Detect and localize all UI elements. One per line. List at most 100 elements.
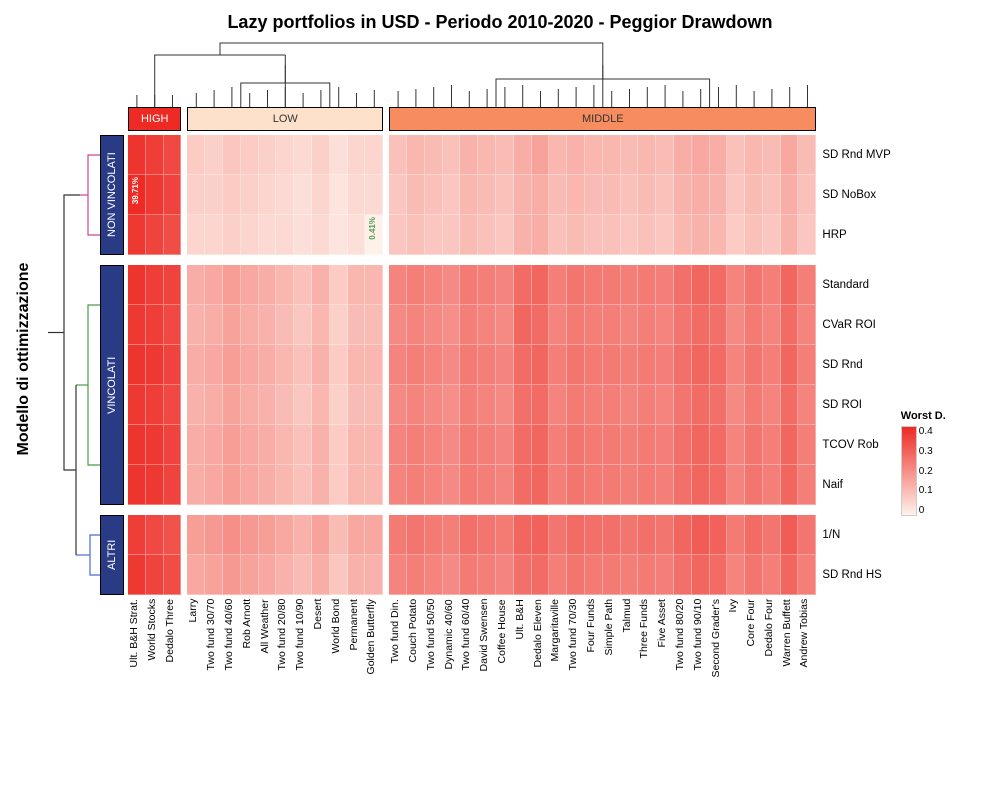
heatmap-cell: [187, 425, 205, 465]
heatmap-cell: [656, 465, 674, 505]
heatmap-cell: [389, 305, 407, 345]
heatmap-cell: [745, 385, 763, 425]
heatmap-cell: [164, 385, 182, 425]
row-group-non-vincolati: NON VINCOLATI: [100, 135, 124, 255]
heatmap-cell: [603, 555, 621, 595]
heatmap-cell: [745, 465, 763, 505]
heatmap-cell: [425, 465, 443, 505]
heatmap-cell: [478, 555, 496, 595]
heatmap-cell: [312, 265, 330, 305]
heatmap-cell: [727, 305, 745, 345]
column-label: Golden Butterfly: [365, 599, 383, 681]
heatmap-cell: [532, 515, 550, 555]
heatmap-cell: [710, 215, 728, 255]
heatmap-cell: [763, 515, 781, 555]
heatmap-cell: [460, 385, 478, 425]
heatmap-cell: [187, 465, 205, 505]
heatmap-cell: [223, 135, 241, 175]
heatmap-cell: [128, 265, 146, 305]
column-label: Desert: [312, 599, 330, 681]
heatmap-cell: [496, 175, 514, 215]
heatmap-cell: [259, 215, 277, 255]
heatmap-cell: [549, 555, 567, 595]
heatmap-cell: [532, 175, 550, 215]
heatmap-cell: [638, 215, 656, 255]
heatmap-cell: [348, 305, 366, 345]
heatmap-cell: [259, 425, 277, 465]
heatmap-row: [128, 135, 816, 175]
heatmap-cell: [656, 425, 674, 465]
heatmap-cell: [585, 425, 603, 465]
heatmap-cell: [365, 265, 383, 305]
column-label: Ult. B&H Strat.: [128, 599, 146, 681]
column-label: Talmud: [621, 599, 639, 681]
heatmap-cell: [638, 305, 656, 345]
heatmap-cell: [348, 175, 366, 215]
heatmap-cell: [532, 555, 550, 595]
row-label: SD Rnd HS: [816, 555, 890, 595]
row-label: SD NoBox: [816, 175, 890, 215]
heatmap-cell: [407, 515, 425, 555]
row-label: TCOV Rob: [816, 425, 890, 465]
column-label: Larry: [187, 599, 205, 681]
heatmap-cell: [164, 425, 182, 465]
heatmap-cell: [294, 515, 312, 555]
heatmap-cell: [146, 175, 164, 215]
heatmap-cell: [348, 555, 366, 595]
heatmap-cell: [656, 385, 674, 425]
heatmap-cell: [656, 555, 674, 595]
heatmap-cell: [478, 215, 496, 255]
heatmap-cell: [348, 385, 366, 425]
heatmap-cell: [330, 465, 348, 505]
heatmap-cell: [146, 385, 164, 425]
heatmap-cell: [259, 465, 277, 505]
heatmap-cell: [514, 305, 532, 345]
heatmap-cell: [478, 135, 496, 175]
heatmap-cell: [781, 465, 799, 505]
heatmap-cell: [638, 345, 656, 385]
heatmap-cell: [496, 555, 514, 595]
heatmap-cell: [567, 345, 585, 385]
heatmap-cell: [781, 515, 799, 555]
heatmap-cell: [276, 265, 294, 305]
main-layout: Modello di ottimizzazione NON VINCOLATIV…: [12, 37, 988, 681]
heatmap-cell: [348, 345, 366, 385]
heatmap-cell: [425, 215, 443, 255]
heatmap-cell: [692, 425, 710, 465]
legend-tick: 0.2: [919, 466, 933, 477]
heatmap-cell: [389, 215, 407, 255]
heatmap-cell: [389, 385, 407, 425]
heatmap-cell: [330, 345, 348, 385]
heatmap-cell: [727, 425, 745, 465]
heatmap-cell: [585, 265, 603, 305]
heatmap-cell: [294, 425, 312, 465]
heatmap-cell: [549, 265, 567, 305]
heatmap-cell: [532, 215, 550, 255]
column-group-middle: MIDDLE: [389, 107, 816, 131]
heatmap-cell: [692, 305, 710, 345]
row-group-altri: ALTRI: [100, 515, 124, 595]
heatmap-cell: [241, 385, 259, 425]
heatmap-cell: [205, 385, 223, 425]
heatmap-cell: [365, 555, 383, 595]
column-label: Andrew Tobias: [798, 599, 816, 681]
heatmap-cell: [603, 305, 621, 345]
heatmap-cell: [312, 135, 330, 175]
heatmap-cell: [425, 425, 443, 465]
heatmap-cell: [798, 555, 816, 595]
heatmap-cell: [365, 175, 383, 215]
column-label: Dedalo Four: [763, 599, 781, 681]
heatmap-cell: [164, 305, 182, 345]
column-label: Four Funds: [585, 599, 603, 681]
heatmap-cell: [781, 215, 799, 255]
heatmap-cell: [259, 265, 277, 305]
heatmap-cell: [692, 345, 710, 385]
heatmap-cell: [223, 465, 241, 505]
heatmap-cell: [407, 135, 425, 175]
heatmap-cell: [567, 175, 585, 215]
heatmap-cell: [710, 425, 728, 465]
heatmap-cell: [259, 555, 277, 595]
heatmap-cell: [443, 425, 461, 465]
heatmap-cell: [365, 425, 383, 465]
heatmap-cell: [146, 465, 164, 505]
